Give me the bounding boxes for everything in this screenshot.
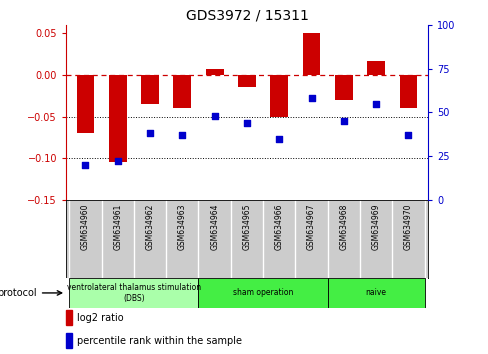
Text: protocol: protocol [0, 288, 61, 298]
Text: GSM634962: GSM634962 [145, 204, 154, 250]
Bar [238, 75, 255, 87]
Bar [76, 75, 94, 133]
Point [243, 120, 250, 126]
Text: log2 ratio: log2 ratio [77, 313, 123, 323]
Text: sham operation: sham operation [232, 289, 293, 297]
Bar [69, 278, 198, 308]
Text: percentile rank within the sample: percentile rank within the sample [77, 336, 241, 346]
Point [210, 113, 218, 119]
Text: GSM634964: GSM634964 [210, 204, 219, 250]
Point [275, 136, 283, 142]
Text: GSM634967: GSM634967 [306, 204, 315, 250]
Point [404, 132, 411, 138]
Point [339, 118, 347, 124]
Text: naive: naive [365, 289, 386, 297]
Bar [399, 75, 417, 108]
Point [114, 159, 122, 164]
Text: ventrolateral thalamus stimulation
(DBS): ventrolateral thalamus stimulation (DBS) [67, 283, 201, 303]
Title: GDS3972 / 15311: GDS3972 / 15311 [185, 8, 308, 22]
Bar [66, 310, 72, 325]
Text: GSM634960: GSM634960 [81, 204, 90, 250]
Point [146, 131, 154, 136]
Text: GSM634969: GSM634969 [371, 204, 380, 250]
Point [178, 132, 186, 138]
Text: GSM634968: GSM634968 [339, 204, 347, 250]
Bar [109, 75, 126, 162]
Text: GSM634970: GSM634970 [403, 204, 412, 250]
Bar [173, 75, 191, 108]
Bar [327, 278, 424, 308]
Text: GSM634963: GSM634963 [178, 204, 186, 250]
Text: GSM634965: GSM634965 [242, 204, 251, 250]
Point [81, 162, 89, 168]
Point [307, 96, 315, 101]
Bar [366, 61, 384, 75]
Bar [205, 69, 223, 75]
Bar [302, 33, 320, 75]
Text: GSM634961: GSM634961 [113, 204, 122, 250]
Bar [334, 75, 352, 100]
Point [371, 101, 379, 107]
Text: GSM634966: GSM634966 [274, 204, 283, 250]
Bar [198, 278, 327, 308]
Bar [270, 75, 287, 116]
Bar [66, 333, 72, 348]
Bar [141, 75, 159, 104]
